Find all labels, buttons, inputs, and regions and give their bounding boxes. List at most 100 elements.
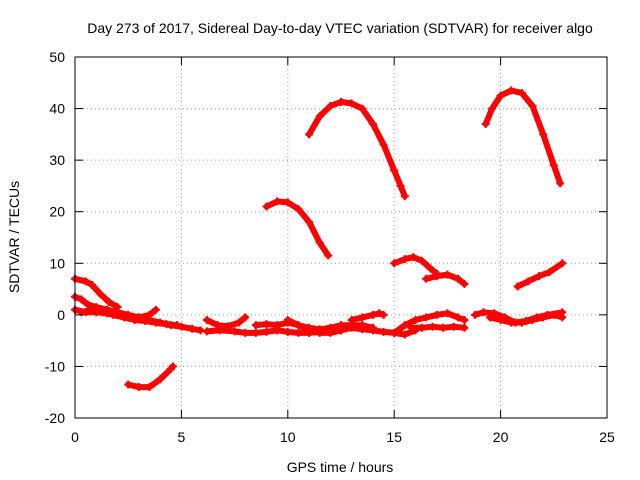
x-tick-label: 25 xyxy=(599,429,615,445)
data-point-marker xyxy=(347,99,356,108)
data-point-marker xyxy=(417,323,426,332)
data-point-marker xyxy=(202,316,211,325)
data-point-marker xyxy=(390,259,399,268)
data-point-marker xyxy=(496,316,505,325)
data-point-marker xyxy=(411,316,420,325)
data-point-marker xyxy=(283,327,292,336)
y-axis-label: SDTVAR / TECUs xyxy=(6,181,22,293)
data-point-marker xyxy=(294,328,303,337)
series-arc-q xyxy=(481,86,565,188)
data-point-marker xyxy=(141,317,150,326)
data-point-marker xyxy=(432,310,441,319)
data-point-marker xyxy=(390,328,399,337)
data-point-marker xyxy=(545,268,554,277)
y-tick-label: 50 xyxy=(49,49,65,65)
data-point-marker xyxy=(130,316,139,325)
data-point-marker xyxy=(83,300,92,309)
data-point-marker xyxy=(539,130,548,139)
data-point-marker xyxy=(98,308,107,317)
data-point-marker xyxy=(337,97,345,106)
data-point-marker xyxy=(375,309,384,318)
chart-title: Day 273 of 2017, Sidereal Day-to-day VTE… xyxy=(87,20,593,36)
y-tick-label: 10 xyxy=(49,255,65,271)
data-point-marker xyxy=(358,325,367,334)
data-point-marker xyxy=(251,328,260,337)
data-point-marker xyxy=(454,274,463,283)
series-arc-m xyxy=(262,197,333,260)
series-arc-e xyxy=(124,362,177,392)
data-point-marker xyxy=(368,326,377,335)
series-arc-o xyxy=(390,253,441,278)
data-point-marker xyxy=(481,120,490,129)
data-point-marker xyxy=(156,375,165,384)
series-arc-n xyxy=(305,97,409,201)
series-arc-g xyxy=(202,313,250,331)
data-point-marker xyxy=(188,324,197,333)
data-point-marker xyxy=(428,322,437,331)
data-point-marker xyxy=(119,313,128,322)
data-point-marker xyxy=(213,321,222,330)
data-point-marker xyxy=(337,326,345,335)
data-point-marker xyxy=(224,322,233,331)
data-point-marker xyxy=(528,101,537,110)
data-point-marker xyxy=(517,318,526,327)
data-point-marker xyxy=(513,282,522,291)
data-point-marker xyxy=(390,166,399,175)
data-point-marker xyxy=(109,310,118,319)
plot-frame xyxy=(74,56,608,419)
data-point-marker xyxy=(145,383,154,392)
data-point-marker xyxy=(517,89,526,98)
data-point-marker xyxy=(471,310,480,319)
data-point-marker xyxy=(168,362,177,371)
data-point-marker xyxy=(400,330,409,339)
data-point-marker xyxy=(422,274,431,283)
data-point-marker xyxy=(294,321,303,330)
axis-ticks: 0 5 10 15 20 25 -20 -10 0 10 20 30 40 50 xyxy=(45,49,615,445)
data-point-marker xyxy=(443,309,452,318)
data-point-marker xyxy=(443,270,452,279)
series-arc-t xyxy=(485,310,567,327)
data-point-marker xyxy=(324,251,333,260)
data-point-marker xyxy=(379,327,388,336)
data-point-marker xyxy=(315,112,324,121)
series-arc-d xyxy=(77,305,182,330)
data-point-marker xyxy=(449,322,458,331)
data-point-marker xyxy=(524,277,533,286)
data-point-marker xyxy=(496,91,505,100)
y-tick-label: 0 xyxy=(57,307,65,323)
data-point-marker xyxy=(77,295,86,304)
data-point-marker xyxy=(162,320,171,329)
data-point-marker xyxy=(326,328,335,337)
data-point-marker xyxy=(88,305,97,314)
y-tick-label: 30 xyxy=(49,152,65,168)
data-point-marker xyxy=(549,310,558,319)
data-point-marker xyxy=(454,313,463,322)
series-arc-l xyxy=(407,322,469,332)
y-tick-label: -20 xyxy=(45,410,65,426)
data-point-marker xyxy=(407,323,416,332)
x-tick-label: 20 xyxy=(493,429,509,445)
data-point-marker xyxy=(88,280,97,289)
data-point-marker xyxy=(479,308,488,317)
series-arc-j xyxy=(347,309,388,325)
data-point-marker xyxy=(294,205,303,214)
data-point-marker xyxy=(558,259,567,268)
data-point-marker xyxy=(124,380,133,389)
data-point-marker xyxy=(262,320,271,329)
data-point-marker xyxy=(347,316,356,325)
data-point-marker xyxy=(283,316,292,325)
data-point-marker xyxy=(507,86,516,95)
data-point-marker xyxy=(379,140,388,149)
data-point-marker xyxy=(368,310,377,319)
data-point-marker xyxy=(234,318,243,327)
data-point-marker xyxy=(315,238,324,247)
x-tick-label: 15 xyxy=(386,429,402,445)
data-point-marker xyxy=(326,101,335,110)
data-point-marker xyxy=(230,327,239,336)
data-point-marker xyxy=(134,383,143,392)
data-point-marker xyxy=(202,327,211,336)
data-point-marker xyxy=(409,253,418,262)
data-point-marker xyxy=(358,313,367,322)
data-series xyxy=(71,86,567,392)
data-point-marker xyxy=(558,313,567,322)
